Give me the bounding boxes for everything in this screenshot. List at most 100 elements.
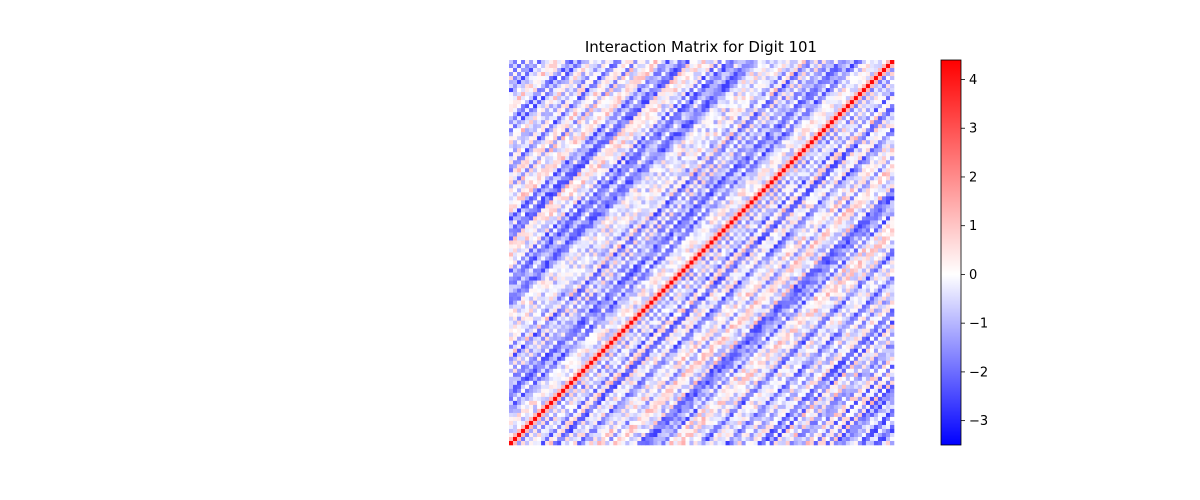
heatmap-cell	[529, 68, 534, 73]
heatmap-cell	[881, 104, 887, 109]
heatmap-cell	[521, 216, 526, 221]
heatmap-cell	[733, 228, 738, 233]
heatmap-cell	[657, 228, 662, 233]
heatmap-cell	[601, 212, 606, 217]
heatmap-cell	[885, 228, 891, 233]
heatmap-cell	[581, 204, 586, 209]
heatmap-cell	[885, 188, 891, 193]
heatmap-cell	[597, 188, 602, 193]
heatmap-cell	[773, 168, 778, 173]
heatmap-cell	[625, 176, 630, 181]
heatmap-cell	[569, 260, 574, 265]
heatmap-cell	[565, 144, 570, 149]
heatmap-cell	[649, 212, 654, 217]
heatmap-cell	[577, 228, 582, 233]
heatmap-cell	[753, 240, 758, 245]
heatmap-cell	[889, 164, 895, 169]
heatmap-cell	[593, 148, 598, 153]
heatmap-cell	[673, 176, 678, 181]
heatmap-cell	[869, 264, 875, 269]
heatmap-cell	[609, 256, 614, 261]
heatmap-cell	[837, 220, 843, 225]
heatmap-cell	[773, 132, 778, 137]
heatmap-cell	[553, 212, 558, 217]
heatmap-cell	[805, 136, 811, 141]
heatmap-cell	[789, 188, 795, 193]
heatmap-cell	[761, 132, 766, 137]
heatmap-cell	[553, 176, 558, 181]
heatmap-cell	[765, 224, 770, 229]
heatmap-cell	[721, 212, 726, 217]
heatmap-cell	[653, 112, 658, 117]
heatmap-cell	[837, 160, 843, 165]
heatmap-cell	[749, 112, 754, 117]
heatmap-cell	[669, 140, 674, 145]
heatmap-cell	[825, 172, 831, 177]
heatmap-cell	[585, 176, 590, 181]
heatmap-cell	[545, 192, 550, 197]
heatmap-cell	[553, 236, 558, 241]
heatmap-cell	[785, 92, 791, 97]
heatmap-cell	[865, 224, 871, 229]
heatmap-cell	[717, 184, 722, 189]
heatmap-cell	[861, 220, 867, 225]
heatmap-cell	[789, 140, 795, 145]
heatmap-cell	[509, 112, 514, 117]
heatmap-cell	[645, 116, 650, 121]
heatmap-cell	[641, 136, 646, 141]
heatmap-cell	[717, 188, 722, 193]
heatmap-cell	[781, 168, 787, 173]
heatmap-cell	[785, 152, 791, 157]
heatmap-cell	[853, 68, 859, 73]
heatmap-cell	[833, 152, 839, 157]
heatmap-cell	[629, 220, 634, 225]
heatmap-cell	[569, 124, 574, 129]
heatmap-cell	[765, 184, 770, 189]
heatmap-cell	[697, 228, 702, 233]
heatmap-cell	[581, 68, 586, 73]
heatmap-cell	[745, 144, 750, 149]
heatmap-cell	[873, 188, 879, 193]
heatmap-cell	[605, 192, 610, 197]
heatmap-cell	[861, 96, 867, 101]
heatmap-cell	[885, 148, 891, 153]
heatmap-cell	[753, 116, 758, 121]
heatmap-cell	[765, 244, 770, 249]
heatmap-cell	[537, 152, 542, 157]
heatmap-cell	[741, 60, 746, 65]
heatmap-cell	[701, 104, 706, 109]
heatmap-cell	[845, 224, 851, 229]
heatmap-cell	[745, 172, 750, 177]
heatmap-cell	[545, 236, 550, 241]
heatmap-cell	[661, 92, 666, 97]
heatmap-cell	[757, 256, 762, 261]
heatmap-cell	[821, 216, 827, 221]
heatmap-cell	[837, 124, 843, 129]
heatmap-cell	[773, 108, 778, 113]
heatmap-cell	[641, 188, 646, 193]
heatmap-cell	[709, 260, 714, 265]
heatmap-cell	[861, 252, 867, 257]
heatmap-cell	[769, 156, 774, 161]
heatmap-cell	[657, 224, 662, 229]
heatmap-cell	[885, 152, 891, 157]
heatmap-cell	[569, 204, 574, 209]
heatmap-cell	[705, 144, 710, 149]
heatmap-cell	[741, 260, 746, 265]
heatmap-cell	[641, 116, 646, 121]
heatmap-cell	[857, 172, 863, 177]
heatmap-cell	[565, 156, 570, 161]
heatmap-cell	[845, 116, 851, 121]
heatmap-cell	[845, 68, 851, 73]
heatmap-cell	[805, 88, 811, 93]
heatmap-cell	[717, 108, 722, 113]
heatmap-cell	[721, 80, 726, 85]
heatmap-cell	[817, 120, 823, 125]
heatmap-cell	[705, 192, 710, 197]
heatmap-cell	[689, 192, 694, 197]
heatmap-cell	[557, 156, 562, 161]
heatmap-cell	[625, 236, 630, 241]
heatmap-cell	[673, 148, 678, 153]
heatmap-cell	[761, 248, 766, 253]
heatmap-cell	[845, 92, 851, 97]
